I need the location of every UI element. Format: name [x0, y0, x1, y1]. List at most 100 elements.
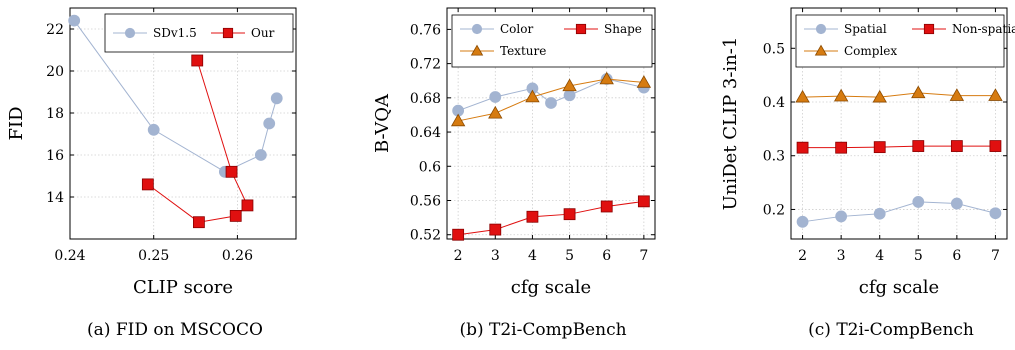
data-point: [833, 88, 849, 102]
y-tick-label: 14: [46, 190, 64, 206]
legend-label: SDv1.5: [153, 26, 197, 40]
x-tick-label: 0.25: [138, 248, 169, 264]
data-point: [563, 89, 576, 102]
data-point: [526, 210, 539, 223]
legend-marker: [222, 27, 234, 39]
series-line-shape: [458, 200, 644, 236]
data-point: [873, 141, 886, 154]
data-point: [68, 14, 81, 27]
data-point: [949, 88, 965, 101]
y-tick-label: 0.2: [763, 202, 785, 218]
x-tick-label: 3: [837, 248, 846, 264]
data-point: [563, 208, 576, 221]
data-point: [912, 196, 925, 208]
y-tick-label: 0.6: [419, 159, 441, 175]
y-axis-label: B-VQA: [372, 93, 393, 153]
y-axis-label: UniDet CLIP 3-in-1: [720, 37, 741, 211]
legend-label: Spatial: [844, 22, 887, 36]
y-tick-label: 0.72: [410, 57, 441, 73]
axes-frame: [446, 7, 656, 240]
y-tick-label: 0.5: [763, 41, 785, 57]
legend-marker: [124, 27, 136, 39]
data-point: [270, 92, 283, 105]
data-point: [872, 89, 887, 103]
data-point: [795, 89, 810, 103]
data-point: [191, 54, 204, 67]
x-tick-label: 2: [798, 248, 807, 264]
legend-marker: [471, 23, 483, 35]
data-point: [562, 78, 577, 92]
x-axis-label: CLIP score: [133, 277, 233, 298]
data-point: [835, 141, 848, 154]
data-point: [452, 228, 465, 241]
legend-label: Complex: [844, 44, 897, 58]
data-point: [636, 75, 652, 88]
legend-label: Texture: [500, 44, 546, 58]
legend-label: Shape: [604, 22, 642, 36]
data-point: [241, 199, 254, 212]
data-point: [873, 207, 886, 220]
panel-fid-mscoco: 0.24 0.25 0.26 14 16 18 20 22 CLIP score FID (a) F…: [6, 7, 297, 340]
y-tick-label: 0.52: [410, 228, 441, 244]
panel-unidet-clip: 2 3 4 5 6 7 0.2 0.3 0.4 0.5 cfg scale UniDet CLIP 3…: [720, 7, 1015, 340]
y-tick-label: 0.4: [763, 95, 785, 111]
panel-caption: (c) T2i-CompBench: [808, 320, 974, 340]
data-point: [950, 140, 963, 152]
y-tick-label: 0.56: [410, 194, 441, 210]
data-point: [489, 91, 502, 103]
legend-label: Our: [251, 26, 275, 40]
x-tick-label: 4: [875, 248, 884, 264]
data-point: [988, 88, 1003, 101]
data-point: [989, 207, 1002, 220]
x-tick-label: 4: [528, 248, 537, 264]
axes-frame: [790, 7, 1008, 240]
data-point: [225, 165, 238, 178]
data-point: [835, 210, 848, 223]
legend-label: Non-spatial: [952, 22, 1015, 36]
data-point: [489, 223, 502, 236]
series-line-texture: [458, 78, 644, 122]
y-tick-label: 22: [46, 22, 64, 38]
data-point: [912, 140, 925, 152]
x-tick-label: 7: [639, 248, 648, 264]
x-tick-label: 0.26: [222, 248, 253, 264]
x-axis-label: cfg scale: [511, 277, 591, 298]
data-point: [141, 178, 154, 191]
x-tick-label: 7: [991, 248, 1000, 264]
data-point: [637, 195, 650, 208]
legend-marker: [815, 23, 827, 35]
x-tick-label: 3: [491, 248, 500, 264]
y-tick-label: 0.3: [763, 149, 785, 165]
data-point: [796, 215, 809, 228]
data-point: [193, 216, 205, 229]
y-tick-label: 0.76: [410, 22, 441, 38]
legend-label: Color: [500, 22, 533, 36]
y-tick-label: 18: [46, 106, 64, 122]
data-point: [525, 89, 540, 103]
panel-b-vqa: 2 3 4 5 6 7 0.52 0.56 0.6 0.64 0.68 0.72 0.76 cfg sca…: [372, 7, 656, 340]
data-point: [488, 105, 503, 119]
panel-caption: (a) FID on MSCOCO: [87, 320, 263, 340]
data-point: [911, 85, 926, 99]
panel-caption: (b) T2i-CompBench: [459, 320, 626, 340]
x-tick-label: 2: [454, 248, 463, 264]
data-point: [254, 149, 267, 161]
y-axis-label: FID: [6, 106, 27, 140]
y-tick-label: 0.68: [410, 91, 441, 107]
y-tick-label: 16: [46, 148, 64, 164]
legend-box: [451, 14, 653, 68]
x-tick-label: 6: [602, 248, 611, 264]
data-point: [229, 209, 242, 222]
x-tick-label: 0.24: [54, 248, 85, 264]
y-tick-label: 20: [46, 64, 64, 80]
data-point: [796, 141, 809, 154]
x-axis-label: cfg scale: [859, 277, 939, 298]
data-point: [147, 123, 160, 136]
data-point: [950, 197, 963, 210]
data-point: [599, 71, 614, 85]
data-point: [600, 200, 613, 213]
y-tick-label: 0.64: [410, 125, 441, 141]
data-point: [989, 140, 1002, 152]
x-tick-label: 5: [565, 248, 574, 264]
